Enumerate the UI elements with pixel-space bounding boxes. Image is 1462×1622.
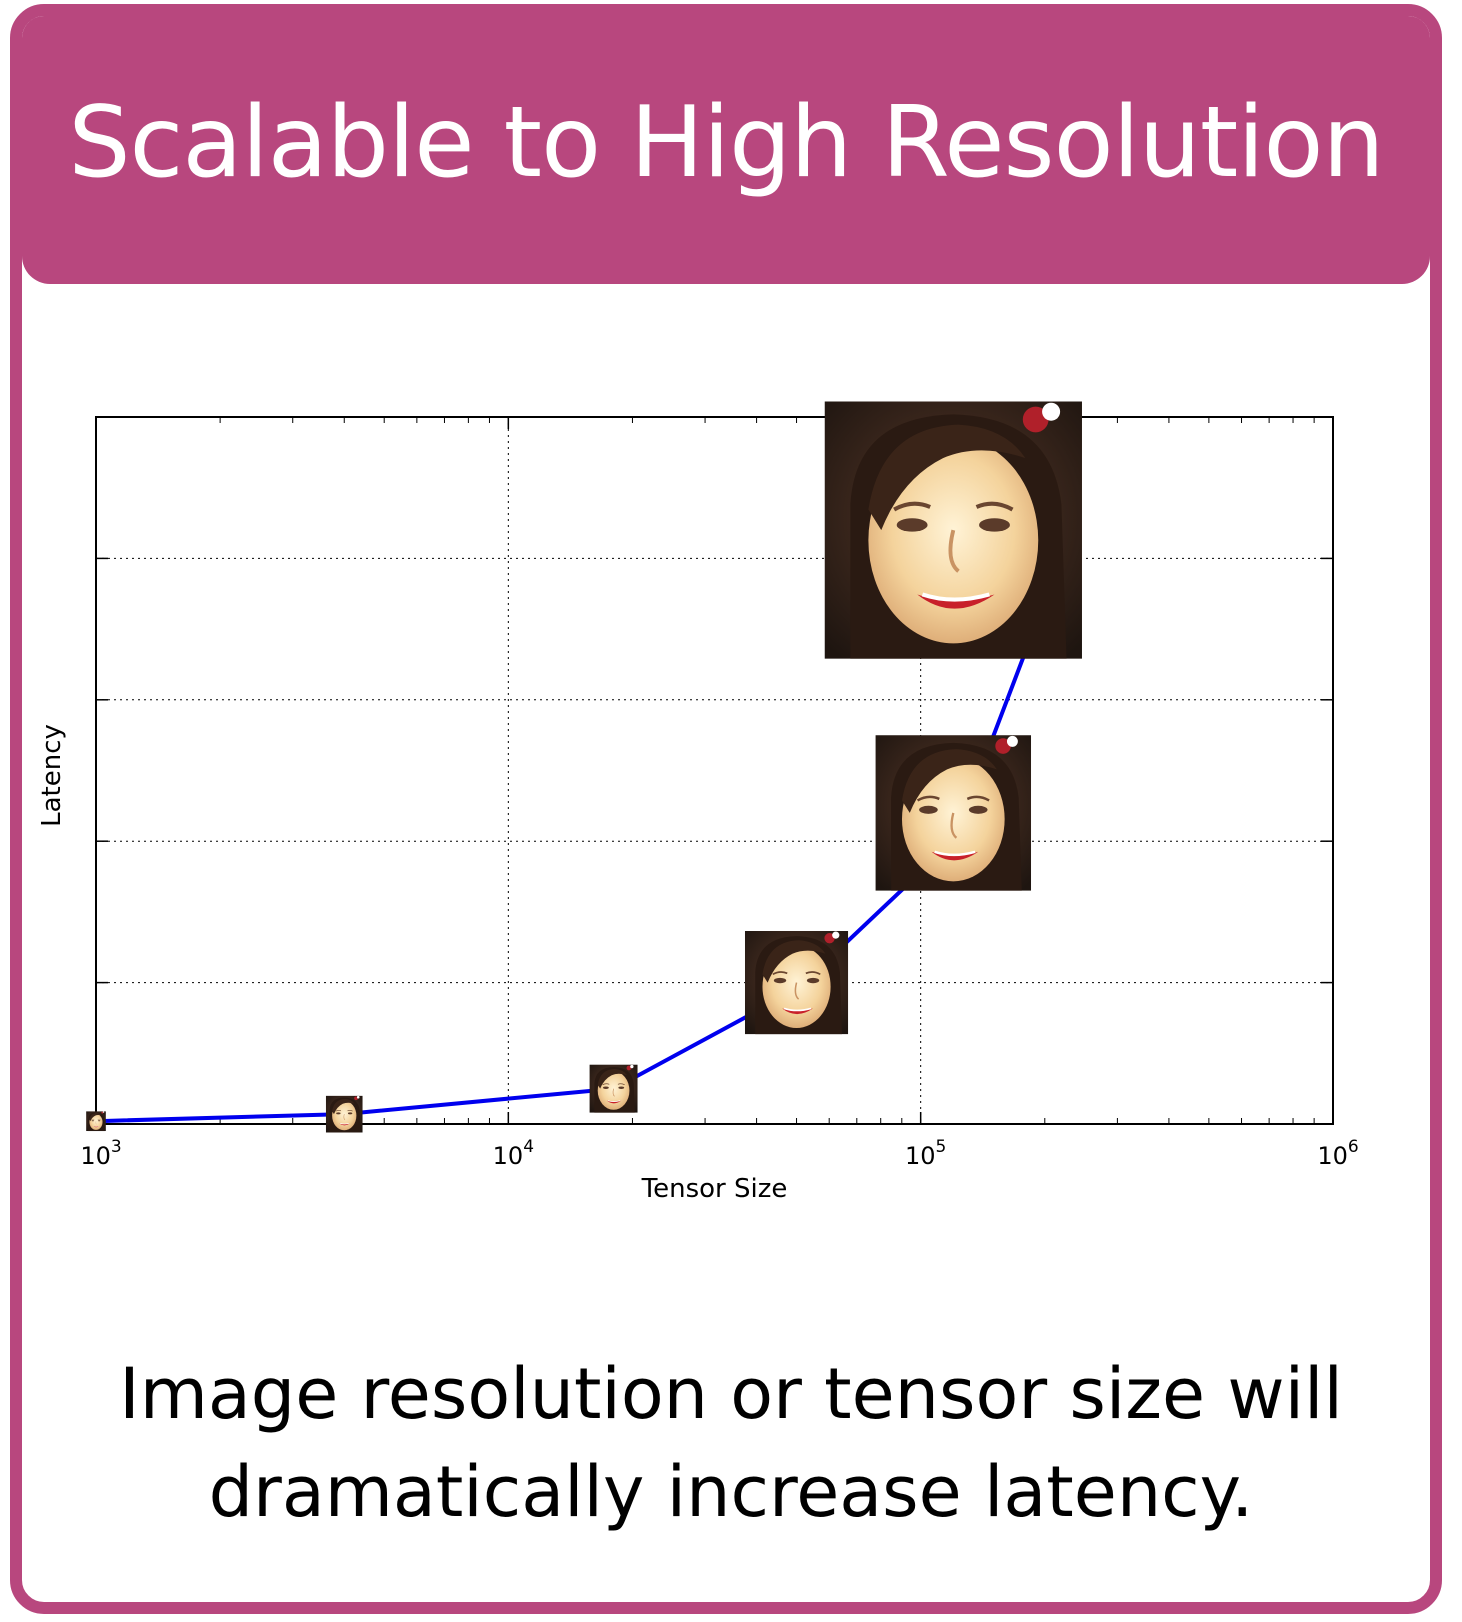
axes bbox=[95, 416, 1334, 1125]
x-tick-label: 103 bbox=[80, 1137, 121, 1170]
caption-line-2: dramatically increase latency. bbox=[208, 1451, 1254, 1533]
header-banner: Scalable to High Resolution bbox=[22, 16, 1430, 284]
x-tick-label: 104 bbox=[493, 1137, 534, 1170]
labels: 103 104 105 106 Tensor Size Latency bbox=[37, 724, 1359, 1204]
x-axis-label: Tensor Size bbox=[641, 1174, 788, 1204]
caption: Image resolution or tensor size will dra… bbox=[0, 1345, 1462, 1541]
ticks bbox=[95, 416, 1334, 1125]
face-thumbnail-icon bbox=[744, 930, 849, 1035]
slide-card: Scalable to High Resolution bbox=[10, 4, 1442, 1614]
y-axis-label: Latency bbox=[37, 724, 67, 827]
grid bbox=[96, 417, 1333, 1124]
caption-line-1: Image resolution or tensor size will bbox=[119, 1353, 1343, 1435]
face-thumbnail-icon bbox=[589, 1064, 638, 1113]
plot-frame bbox=[95, 416, 1334, 1125]
face-thumbnail-icon bbox=[875, 735, 1032, 891]
x-tick-label: 105 bbox=[905, 1137, 946, 1170]
markers bbox=[86, 401, 1082, 1133]
face-thumbnail-icon bbox=[86, 1111, 106, 1132]
face-thumbnail-icon bbox=[325, 1095, 363, 1133]
page-title: Scalable to High Resolution bbox=[68, 86, 1384, 200]
x-tick-label: 106 bbox=[1317, 1137, 1358, 1170]
face-thumbnail-icon bbox=[825, 401, 1082, 658]
